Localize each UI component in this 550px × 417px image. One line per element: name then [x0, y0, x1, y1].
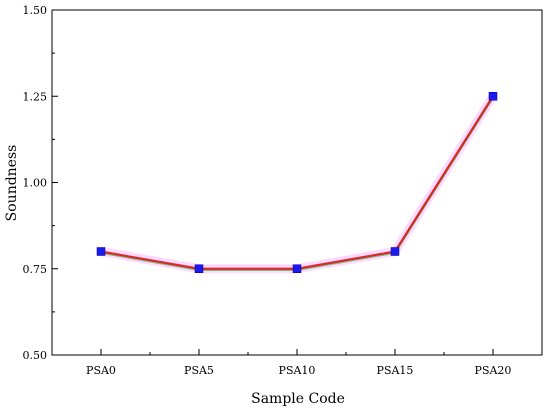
- series-layer: [96, 91, 498, 274]
- plot-frame: [51, 9, 543, 356]
- data-point-marker: [390, 247, 400, 256]
- marker-layer: [96, 92, 498, 273]
- x-tick-label: PSA5: [184, 364, 214, 377]
- y-axis-ticks: 0.50 0.75 1.00 1.25 1.50: [23, 4, 58, 362]
- x-tick-label: PSA20: [475, 364, 512, 377]
- data-point-marker: [96, 247, 106, 256]
- data-point-marker: [292, 264, 302, 273]
- y-axis-label: Soundness: [4, 145, 20, 222]
- y-tick-label: 0.75: [23, 263, 48, 276]
- y-tick-label: 0.50: [23, 349, 48, 362]
- y-tick-label: 1.50: [23, 4, 48, 17]
- x-axis-label: Sample Code: [251, 391, 345, 407]
- x-tick-label: PSA0: [86, 364, 116, 377]
- x-tick-label: PSA15: [377, 364, 414, 377]
- x-axis-ticks: PSA0 PSA5 PSA10 PSA15 PSA20: [86, 349, 511, 377]
- plot-border: [51, 9, 543, 356]
- x-tick-label: PSA10: [279, 364, 316, 377]
- y-tick-label: 1.00: [23, 177, 48, 190]
- data-point-marker: [488, 92, 498, 101]
- y-tick-label: 1.25: [23, 90, 48, 103]
- data-point-marker: [194, 264, 204, 273]
